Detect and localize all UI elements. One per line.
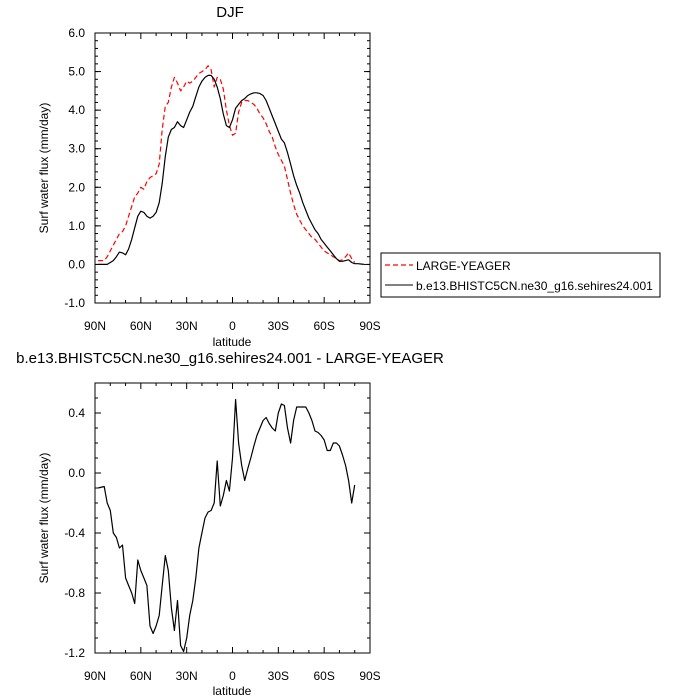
x-tick-label-bottom: 0 — [229, 669, 236, 683]
y-tick-label-bottom: 0.0 — [68, 466, 85, 480]
plot-frame-bottom — [94, 382, 371, 654]
x-tick-label-top: 90S — [359, 319, 380, 333]
y-axis-label-top: Surf water flux (mm/day) — [37, 103, 51, 234]
x-tick-label-top: 60S — [313, 319, 334, 333]
series-lines-top — [98, 65, 364, 265]
title-bottom: b.e13.BHISTC5CN.ne30_g16.sehires24.001 -… — [16, 350, 444, 367]
y-tick-label-bottom: -0.8 — [64, 586, 85, 600]
plot-frame-top — [94, 32, 371, 304]
x-tick-label-bottom: 60S — [313, 669, 334, 683]
y-tick-label-top: 4.0 — [68, 103, 85, 117]
y-tick-label-top: 3.0 — [68, 142, 85, 156]
x-tick-label-bottom: 60N — [130, 669, 152, 683]
legend-box — [380, 252, 661, 298]
y-tick-label-top: 2.0 — [68, 180, 85, 194]
x-axis-label-bottom: latitude — [213, 684, 252, 698]
x-tick-label-top: 30N — [176, 319, 198, 333]
panel-bottom: b.e13.BHISTC5CN.ne30_g16.sehires24.001 -… — [16, 350, 444, 698]
x-axis-label-top: latitude — [213, 335, 252, 349]
y-tick-label-bottom: 0.4 — [68, 406, 85, 420]
y-tick-label-bottom: -0.4 — [64, 526, 85, 540]
series-line-top-large-yeager — [98, 65, 356, 263]
x-tick-label-top: 60N — [130, 319, 152, 333]
x-tick-label-bottom: 90N — [84, 669, 106, 683]
y-tick-label-bottom: -1.2 — [64, 646, 85, 660]
y-tick-label-top: 0.0 — [68, 257, 85, 271]
legend-label-large-yeager: LARGE-YEAGER — [416, 259, 511, 273]
ticks-bottom: 90N 60N 30N 0 30S 60S 90S -1.2 -0.8 -0.4 0.0 0.4 — [64, 382, 381, 683]
y-tick-label-top: 5.0 — [68, 65, 85, 79]
legend-label-model: b.e13.BHISTC5CN.ne30_g16.sehires24.001 — [416, 279, 653, 293]
y-axis-label-bottom: Surf water flux (mm/day) — [37, 453, 51, 584]
legend: LARGE-YEAGER b.e13.BHISTC5CN.ne30_g16.se… — [380, 252, 661, 298]
ticks-top: 90N 60N 30N 0 30S 60S 90S -1.0 0.0 1.0 2.0 3.0 4.0 5.… — [64, 26, 380, 333]
y-tick-label-top: 6.0 — [68, 26, 85, 40]
x-tick-label-top: 30S — [268, 319, 289, 333]
y-tick-label-top: 1.0 — [68, 219, 85, 233]
series-line-bottom-difference — [97, 398, 356, 653]
y-tick-label-top: -1.0 — [64, 296, 85, 310]
panel-top: DJF 90N 60N 30N 0 30S 60S 90S -1.0 0.0 1.0 2.0 3.0 4… — [37, 4, 381, 349]
series-lines-bottom — [97, 398, 356, 653]
x-tick-label-bottom: 90S — [359, 669, 380, 683]
series-line-top-model — [98, 74, 364, 265]
x-tick-label-bottom: 30S — [268, 669, 289, 683]
x-tick-label-top: 90N — [84, 319, 106, 333]
x-tick-label-top: 0 — [229, 319, 236, 333]
x-tick-label-bottom: 30N — [176, 669, 198, 683]
title-top: DJF — [216, 4, 244, 21]
